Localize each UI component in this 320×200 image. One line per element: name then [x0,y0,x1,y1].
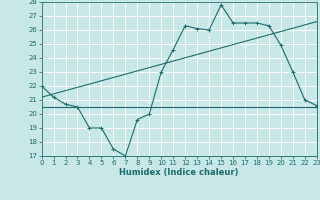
X-axis label: Humidex (Indice chaleur): Humidex (Indice chaleur) [119,168,239,177]
